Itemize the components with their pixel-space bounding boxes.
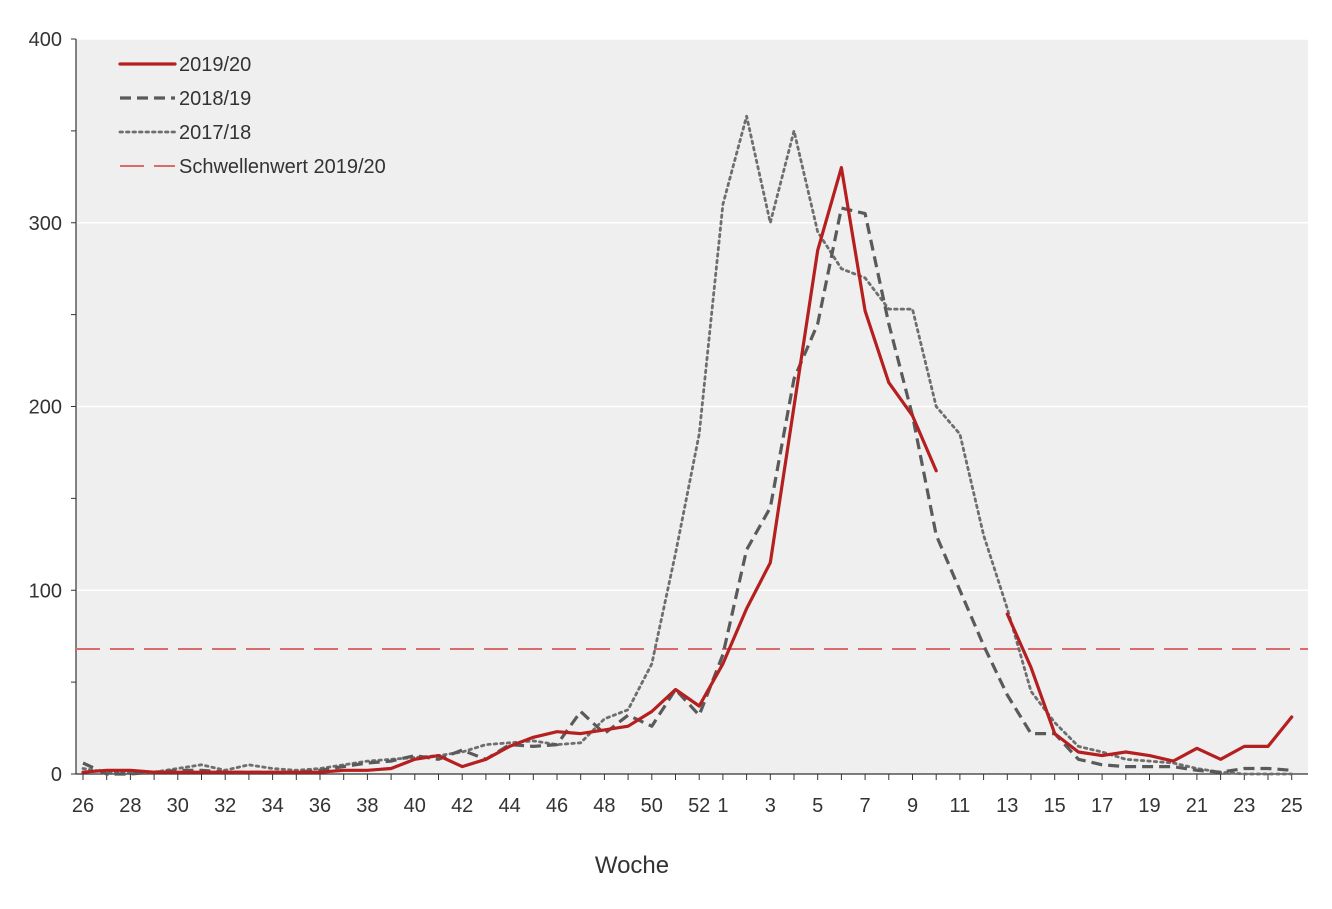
series-line-2019-20 xyxy=(81,166,1294,774)
x-tick-label: 3 xyxy=(765,795,776,817)
series-layer xyxy=(76,114,1308,776)
x-tick-label: 40 xyxy=(404,795,426,817)
x-tick-label: 26 xyxy=(72,795,94,817)
x-tick-label: 9 xyxy=(907,795,918,817)
x-tick-label: 32 xyxy=(214,795,236,817)
x-tick-label: 52 xyxy=(688,795,710,817)
series-line-2017-18 xyxy=(81,114,1294,776)
x-tick-label: 5 xyxy=(812,795,823,817)
x-axis-ticks: 26 28 30 32 34 36 38 40 42 44 46 48 50 52 1 3 5 7 9 11 13 15 1… xyxy=(72,774,1303,817)
x-tick-label: 42 xyxy=(451,795,473,817)
y-tick-label: 200 xyxy=(29,397,62,419)
x-tick-label: 1 xyxy=(717,795,728,817)
x-tick-label: 28 xyxy=(119,795,141,817)
x-tick-label: 13 xyxy=(996,795,1018,817)
x-tick-label: 30 xyxy=(167,795,189,817)
x-tick-label: 11 xyxy=(950,795,971,817)
grid-lines xyxy=(76,38,1308,591)
legend: 2019/20 2018/19 2017/18 Schwellenwert 2019/… xyxy=(118,54,386,178)
x-tick-label: 38 xyxy=(356,795,378,817)
x-tick-label: 21 xyxy=(1186,795,1208,817)
y-tick-label: 0 xyxy=(51,764,62,786)
y-tick-label: 300 xyxy=(29,213,62,235)
x-tick-label: 25 xyxy=(1281,795,1303,817)
x-axis-label: Woche xyxy=(595,852,669,879)
x-tick-label: 23 xyxy=(1233,795,1255,817)
x-tick-label: 44 xyxy=(498,795,520,817)
legend-label: 2018/19 xyxy=(179,88,251,110)
x-tick-label: 34 xyxy=(261,795,283,817)
x-tick-label: 48 xyxy=(593,795,615,817)
y-axis-ticks: 0 100 200 300 400 xyxy=(29,29,76,786)
x-tick-label: 17 xyxy=(1091,795,1113,817)
x-tick-label: 15 xyxy=(1044,795,1066,817)
x-tick-label: 19 xyxy=(1138,795,1160,817)
legend-label: 2017/18 xyxy=(179,122,251,144)
y-tick-label: 100 xyxy=(29,580,62,602)
y-tick-label: 400 xyxy=(29,29,62,51)
legend-label: Schwellenwert 2019/20 xyxy=(179,156,386,178)
x-tick-label: 46 xyxy=(546,795,568,817)
x-tick-label: 50 xyxy=(641,795,663,817)
x-tick-label: 36 xyxy=(309,795,331,817)
x-tick-label: 7 xyxy=(860,795,871,817)
legend-label: 2019/20 xyxy=(179,54,251,76)
